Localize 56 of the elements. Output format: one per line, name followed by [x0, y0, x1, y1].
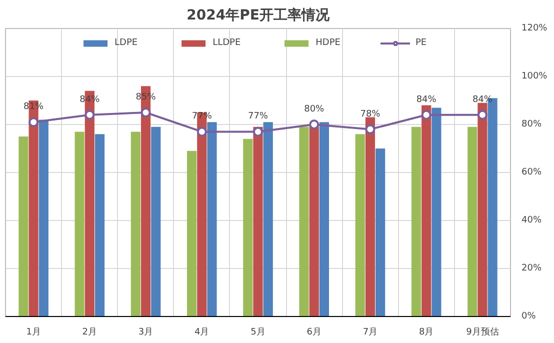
bar: [18, 136, 28, 316]
point: [28, 117, 39, 128]
bar: [130, 132, 140, 316]
bar: [478, 102, 488, 316]
bar: [309, 126, 319, 316]
legend-label: LDPE: [114, 38, 138, 48]
bar: [468, 126, 478, 316]
chart-title: 2024年PE开工率情况: [186, 6, 330, 24]
y-tick-label: 80%: [522, 120, 542, 130]
y-tick-label: 60%: [522, 168, 542, 178]
bar: [319, 122, 330, 316]
point: [140, 108, 151, 118]
y-tick-label: 20%: [522, 264, 542, 274]
bar: [74, 132, 84, 316]
x-tick-label: 3月: [138, 328, 154, 338]
point: [196, 126, 207, 137]
x-tick-label: 5月: [250, 328, 266, 338]
data-label: 80%: [304, 104, 325, 114]
data-label: 84%: [416, 94, 437, 105]
y-tick-label: 0%: [522, 312, 536, 322]
point: [421, 110, 432, 120]
point: [365, 124, 376, 134]
x-tick-label: 9月预估: [466, 326, 499, 338]
x-tick-label: 2月: [82, 328, 98, 338]
legend-label: PE: [415, 38, 428, 48]
bar: [263, 122, 273, 316]
legend-label: HDPE: [316, 38, 340, 48]
bar: [432, 108, 442, 316]
point: [477, 110, 488, 120]
point: [84, 110, 95, 120]
x-tick-label: 1月: [26, 328, 41, 338]
bar: [207, 122, 217, 316]
bar: [376, 148, 386, 316]
legend-label: LLDPE: [212, 38, 241, 48]
x-tick-label: 8月: [418, 328, 434, 338]
point: [253, 126, 263, 137]
data-label: 77%: [248, 112, 268, 122]
bar: [151, 126, 161, 316]
bar: [411, 126, 422, 316]
bar: [365, 117, 376, 316]
bar: [253, 126, 263, 316]
bar: [355, 134, 365, 316]
bar: [94, 134, 105, 316]
data-label: 78%: [360, 109, 381, 120]
bar: [243, 138, 253, 316]
x-tick-label: 7月: [362, 328, 378, 338]
x-tick-label: 6月: [306, 328, 322, 338]
point: [309, 120, 320, 130]
bar: [422, 105, 432, 316]
y-tick-label: 100%: [522, 72, 548, 82]
bar: [186, 150, 197, 316]
bar: [299, 126, 309, 316]
bar: [38, 120, 48, 316]
y-tick-label: 120%: [522, 24, 548, 34]
y-tick-label: 40%: [522, 216, 542, 226]
x-tick-label: 4月: [194, 328, 210, 338]
